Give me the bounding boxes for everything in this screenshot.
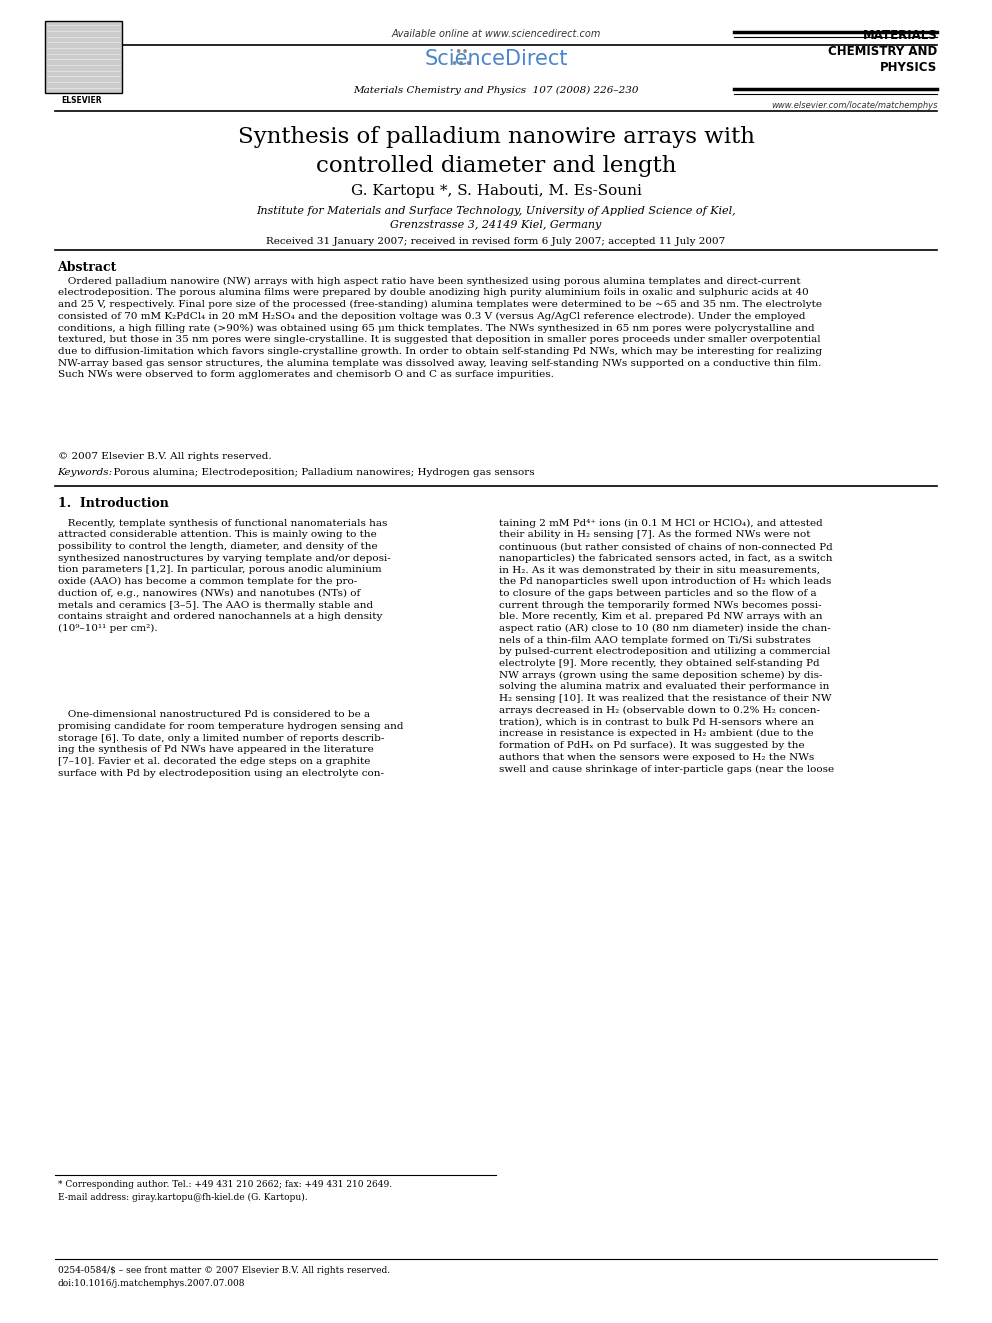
Text: Ordered palladium nanowire (NW) arrays with high aspect ratio have been synthesi: Ordered palladium nanowire (NW) arrays w… — [58, 277, 821, 380]
Text: E-mail address: giray.kartopu@fh-kiel.de (G. Kartopu).: E-mail address: giray.kartopu@fh-kiel.de… — [58, 1193, 308, 1203]
Text: 0254-0584/$ – see front matter © 2007 Elsevier B.V. All rights reserved.: 0254-0584/$ – see front matter © 2007 El… — [58, 1266, 390, 1275]
Text: MATERIALS
CHEMISTRY AND
PHYSICS: MATERIALS CHEMISTRY AND PHYSICS — [828, 29, 937, 74]
Text: Institute for Materials and Surface Technology, University of Applied Science of: Institute for Materials and Surface Tech… — [256, 206, 736, 217]
Text: Grenzstrasse 3, 24149 Kiel, Germany: Grenzstrasse 3, 24149 Kiel, Germany — [391, 220, 601, 230]
Text: Synthesis of palladium nanowire arrays with
controlled diameter and length: Synthesis of palladium nanowire arrays w… — [237, 126, 755, 177]
Text: Recently, template synthesis of functional nanomaterials has
attracted considera: Recently, template synthesis of function… — [58, 519, 390, 634]
Text: Available online at www.sciencedirect.com: Available online at www.sciencedirect.co… — [391, 29, 601, 40]
FancyBboxPatch shape — [45, 21, 122, 93]
Text: One-dimensional nanostructured Pd is considered to be a
promising candidate for : One-dimensional nanostructured Pd is con… — [58, 710, 403, 778]
Text: Keywords:: Keywords: — [58, 468, 113, 478]
Text: taining 2 mM Pd⁴⁺ ions (in 0.1 M HCl or HClO₄), and attested
their ability in H₂: taining 2 mM Pd⁴⁺ ions (in 0.1 M HCl or … — [499, 519, 834, 774]
Text: www.elsevier.com/locate/matchemphys: www.elsevier.com/locate/matchemphys — [771, 101, 937, 110]
Text: Porous alumina; Electrodeposition; Palladium nanowires; Hydrogen gas sensors: Porous alumina; Electrodeposition; Palla… — [107, 468, 535, 478]
Text: ScienceDirect: ScienceDirect — [425, 49, 567, 69]
Text: * Corresponding author. Tel.: +49 431 210 2662; fax: +49 431 210 2649.: * Corresponding author. Tel.: +49 431 21… — [58, 1180, 392, 1189]
Text: Received 31 January 2007; received in revised form 6 July 2007; accepted 11 July: Received 31 January 2007; received in re… — [267, 237, 725, 246]
Text: ELSEVIER: ELSEVIER — [62, 95, 101, 105]
Text: Abstract: Abstract — [58, 261, 117, 274]
Text: Materials Chemistry and Physics  107 (2008) 226–230: Materials Chemistry and Physics 107 (200… — [353, 86, 639, 95]
Text: doi:10.1016/j.matchemphys.2007.07.008: doi:10.1016/j.matchemphys.2007.07.008 — [58, 1279, 245, 1289]
Text: ••
•••: •• ••• — [450, 46, 472, 71]
Text: G. Kartopu *, S. Habouti, M. Es-Souni: G. Kartopu *, S. Habouti, M. Es-Souni — [350, 184, 642, 198]
Text: 1.  Introduction: 1. Introduction — [58, 497, 169, 511]
Text: © 2007 Elsevier B.V. All rights reserved.: © 2007 Elsevier B.V. All rights reserved… — [58, 452, 271, 462]
